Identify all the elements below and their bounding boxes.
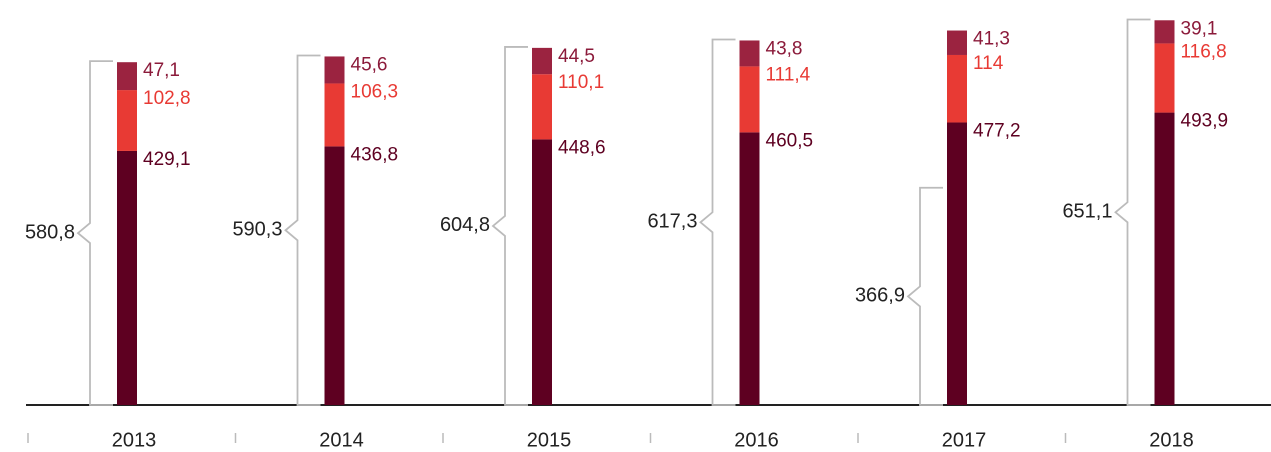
data-label: 460,5 [766,130,814,151]
total-label: 590,3 [232,219,282,241]
data-label: 45,6 [351,54,388,75]
bar-segment [1154,20,1175,44]
total-label: 604,8 [440,214,490,236]
bar-segment [324,56,345,84]
bar-segment [117,90,137,151]
data-label: 39,1 [1181,18,1218,39]
total-bracket [284,54,321,406]
bar-segment [117,150,137,405]
data-label: 448,6 [558,137,606,158]
bar-segment [739,40,760,67]
bar-segment [947,122,967,405]
data-label: 47,1 [143,60,180,81]
x-tick-label: 2013 [112,429,157,451]
data-label: 116,8 [1181,41,1227,62]
total-label: 580,8 [25,221,75,243]
data-label: 41,3 [973,29,1010,50]
x-tick-label: 2015 [527,429,572,451]
data-label: 493,9 [1181,111,1229,132]
bar-segment [947,54,967,123]
bar-segment [117,62,137,91]
bar-segment [324,83,345,147]
data-label: 429,1 [143,149,191,170]
bar-segment [532,47,552,75]
bar-segment [532,74,552,140]
x-tick-label: 2016 [734,429,779,451]
bar-segment [324,146,345,405]
data-label: 477,2 [973,120,1021,141]
data-label: 111,4 [766,64,811,85]
data-label: 102,8 [143,88,191,109]
x-tick-label: 2017 [942,429,987,451]
total-label: 617,3 [647,211,697,233]
data-label: 106,3 [351,81,399,102]
bar-segment [1154,112,1175,405]
total-bracket [699,38,736,406]
total-bracket [76,60,113,406]
bar-segment [739,66,760,133]
data-label: 110,1 [558,72,604,93]
total-bracket [491,46,528,406]
bar-segment [947,30,967,55]
data-label: 436,8 [351,144,399,165]
data-label: 114 [973,53,1004,74]
bar-segment [532,139,552,405]
data-label: 44,5 [558,46,595,67]
bar-segment [739,132,760,405]
total-bracket [906,186,943,406]
x-tick-label: 2014 [319,429,364,451]
bar-segment [1154,43,1175,113]
x-tick-label: 2018 [1149,429,1194,451]
total-label: 366,9 [855,285,905,307]
data-label: 43,8 [766,38,803,59]
total-label: 651,1 [1062,201,1112,223]
total-bracket [1114,18,1151,406]
